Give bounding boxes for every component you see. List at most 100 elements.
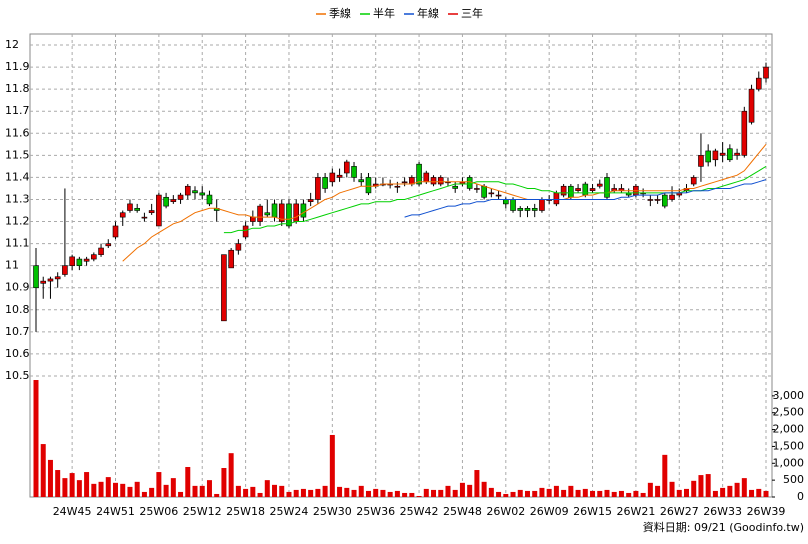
volume-bar bbox=[170, 478, 176, 497]
volume-bar bbox=[416, 495, 422, 497]
volume-bar bbox=[741, 478, 747, 497]
volume-bar bbox=[279, 485, 285, 497]
volume-bar bbox=[214, 493, 220, 497]
volume-bar bbox=[568, 485, 574, 497]
candle-body bbox=[293, 203, 299, 222]
candle-body bbox=[365, 177, 372, 194]
volume-bar bbox=[206, 480, 212, 497]
volume-bar bbox=[322, 485, 328, 497]
volume-bar bbox=[720, 487, 726, 497]
volume-bar bbox=[517, 489, 523, 497]
volume-bar bbox=[199, 485, 205, 497]
x-tick-label: 25W36 bbox=[356, 505, 395, 518]
candle-body bbox=[315, 177, 321, 200]
volume-bar bbox=[727, 485, 733, 497]
volume-bar bbox=[69, 473, 75, 497]
candle-body bbox=[134, 208, 140, 211]
y-tick-label: 11.2 bbox=[5, 215, 30, 228]
x-tick-label: 26W09 bbox=[530, 505, 569, 518]
candle-body bbox=[734, 152, 740, 156]
volume-bar bbox=[698, 475, 704, 497]
candle-body bbox=[604, 177, 610, 198]
x-tick-label: 26W02 bbox=[486, 505, 525, 518]
volume-bar bbox=[474, 470, 480, 497]
y-tick-label: 10.5 bbox=[5, 369, 30, 382]
candle-body bbox=[488, 192, 495, 195]
x-tick-label: 26W15 bbox=[573, 505, 612, 518]
candle-body bbox=[416, 163, 422, 185]
candle-body bbox=[343, 161, 350, 174]
volume-bar bbox=[351, 489, 357, 497]
volume-bar bbox=[120, 483, 126, 497]
candle-body bbox=[560, 185, 567, 196]
candle-body bbox=[755, 77, 762, 90]
volume-tick-label: 500 bbox=[783, 473, 804, 486]
candle-body bbox=[286, 203, 292, 227]
volume-bar bbox=[134, 481, 140, 497]
volume-bar bbox=[402, 492, 408, 497]
volume-tick-label: 2,500 bbox=[773, 406, 805, 419]
x-tick-label: 25W12 bbox=[183, 505, 222, 518]
volume-bar bbox=[749, 489, 755, 497]
volume-bar bbox=[445, 485, 451, 497]
candle-body bbox=[156, 194, 162, 227]
volume-tick-label: 3,000 bbox=[773, 389, 805, 402]
volume-bar bbox=[91, 483, 97, 497]
candle-body bbox=[177, 194, 184, 200]
x-tick-label: 26W21 bbox=[616, 505, 655, 518]
volume-bar bbox=[264, 480, 270, 497]
volume-bar bbox=[459, 482, 465, 497]
candle-body bbox=[271, 203, 278, 218]
x-tick-label: 26W33 bbox=[703, 505, 742, 518]
y-tick-label: 11.1 bbox=[5, 237, 30, 250]
volume-bar bbox=[308, 489, 314, 497]
candle-body bbox=[481, 185, 487, 198]
volume-bar bbox=[590, 490, 596, 497]
volume-bar bbox=[496, 491, 502, 497]
volume-bar bbox=[763, 490, 769, 497]
candle-body bbox=[329, 172, 336, 183]
volume-bar bbox=[47, 459, 53, 497]
candle-body bbox=[582, 183, 589, 196]
volume-bar bbox=[481, 481, 487, 497]
volume-bar bbox=[510, 491, 516, 497]
candle-body bbox=[358, 179, 365, 183]
candle-body bbox=[141, 216, 148, 219]
candle-body bbox=[495, 194, 502, 197]
ma-line bbox=[122, 143, 767, 262]
y-tick-label: 10.9 bbox=[5, 281, 30, 294]
volume-bar bbox=[662, 454, 668, 497]
volume-bar bbox=[228, 453, 234, 497]
volume-bar bbox=[257, 492, 263, 497]
x-tick-label: 25W42 bbox=[400, 505, 439, 518]
volume-bar bbox=[691, 480, 697, 497]
candle-body bbox=[148, 210, 155, 214]
candle-body bbox=[83, 258, 90, 262]
candle-body bbox=[394, 185, 401, 188]
candle-body bbox=[503, 199, 509, 205]
candle-body bbox=[466, 177, 473, 189]
candle-body bbox=[127, 203, 133, 211]
volume-bar bbox=[84, 472, 90, 497]
footer-note: 資料日期: 09/21 (Goodinfo.tw) bbox=[643, 520, 804, 534]
volume-tick-label: 1,500 bbox=[773, 439, 805, 452]
volume-bar bbox=[647, 482, 653, 497]
candle-body bbox=[712, 150, 719, 161]
candle-body bbox=[705, 150, 711, 163]
candle-body bbox=[553, 192, 560, 205]
volume-bar bbox=[597, 490, 603, 497]
volume-bar bbox=[734, 482, 740, 497]
candle-body bbox=[192, 190, 198, 194]
volume-bar bbox=[358, 485, 364, 497]
y-tick-label: 11.3 bbox=[5, 192, 30, 205]
ma-line bbox=[404, 179, 767, 218]
candle-body bbox=[62, 265, 68, 275]
volume-bar bbox=[373, 488, 379, 497]
volume-bar bbox=[626, 492, 632, 497]
volume-bar bbox=[337, 486, 343, 497]
volume-bar bbox=[250, 486, 256, 497]
volume-bar bbox=[618, 490, 624, 497]
candle-body bbox=[669, 194, 675, 200]
candle-body bbox=[763, 66, 769, 79]
candle-body bbox=[575, 188, 581, 191]
